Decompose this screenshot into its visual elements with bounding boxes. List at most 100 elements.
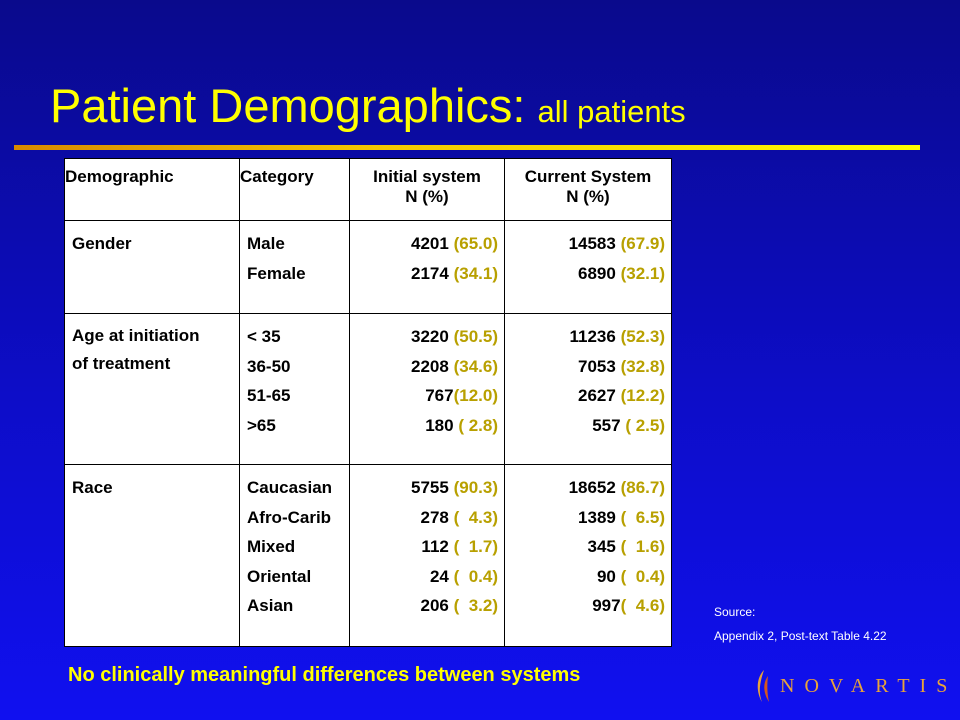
initial-value: 112 ( 1.7) <box>357 532 498 562</box>
current-value: 6890 (32.1) <box>512 259 665 289</box>
initial-system-cell: 4201 (65.0) 2174 (34.1) <box>349 220 505 314</box>
percent: ( 6.5) <box>620 507 665 527</box>
initial-value: 2208 (34.6) <box>357 352 498 382</box>
percent: ( 0.4) <box>620 566 665 586</box>
count: 2174 <box>411 263 449 283</box>
current-value: 90 ( 0.4) <box>512 562 665 592</box>
initial-value: 2174 (34.1) <box>357 259 498 289</box>
count: 11236 <box>569 327 616 346</box>
percent: ( 2.8) <box>458 415 498 435</box>
initial-value: 206 ( 3.2) <box>357 591 498 621</box>
current-value: 997( 4.6) <box>512 591 665 621</box>
slide-title-sub: all patients <box>537 94 686 129</box>
count: 7053 <box>578 356 616 376</box>
percent: ( 4.3) <box>453 507 498 527</box>
count: 6890 <box>578 263 616 283</box>
count: 90 <box>596 566 616 586</box>
count: 24 <box>429 566 449 586</box>
header-initial-line1: Initial system <box>373 167 481 186</box>
demographic-cell: Gender <box>64 220 240 314</box>
count: 1389 <box>578 507 616 527</box>
percent: ( 1.6) <box>620 537 665 556</box>
percent: (65.0) <box>453 234 498 253</box>
current-system-cell: 11236 (52.3) 7053 (32.8) 2627 (12.2) 557… <box>504 313 672 465</box>
category-label: < 35 <box>247 327 281 346</box>
count: 18652 <box>568 478 616 497</box>
count: 997 <box>592 596 621 615</box>
initial-value: 5755 (90.3) <box>357 473 498 503</box>
percent: (86.7) <box>620 478 665 497</box>
conclusion-text: No clinically meaningful differences bet… <box>68 664 581 686</box>
initial-value: 767(12.0) <box>357 381 498 411</box>
count: 4201 <box>411 234 449 253</box>
table-row: Age at initiation of treatment < 35 36-5… <box>64 313 672 465</box>
source-note: Source: Appendix 2, Post-text Table 4.22 <box>714 600 887 648</box>
percent: ( 2.5) <box>625 415 665 435</box>
count: 2627 <box>578 386 616 405</box>
initial-value: 180 ( 2.8) <box>357 411 498 441</box>
header-current-line2: N (%) <box>566 187 610 206</box>
demographics-table: Demographic Category Initial system N (%… <box>64 158 672 647</box>
current-value: 1389 ( 6.5) <box>512 503 665 533</box>
current-system-cell: 18652 (86.7) 1389 ( 6.5) 345 ( 1.6) 90 (… <box>504 464 672 647</box>
percent: (32.8) <box>620 356 665 376</box>
current-value: 7053 (32.8) <box>512 352 665 382</box>
current-value: 557 ( 2.5) <box>512 411 665 441</box>
novartis-logo: NOVARTIS <box>752 668 957 704</box>
source-text: Appendix 2, Post-text Table 4.22 <box>714 629 887 643</box>
novartis-wordmark: NOVARTIS <box>780 674 958 697</box>
category-cell: Caucasian Afro-Carib Mixed Oriental Asia… <box>239 464 350 647</box>
demographic-label-continued: of treatment <box>72 354 171 373</box>
table-row: Gender Male Female 4201 (65.0) 2174 (34.… <box>64 220 672 314</box>
category-label: 51-65 <box>247 386 291 405</box>
header-current-line1: Current System <box>524 167 652 186</box>
count: 180 <box>425 415 454 435</box>
demographic-label: Race <box>72 478 113 497</box>
table-row: Race Caucasian Afro-Carib Mixed Oriental… <box>64 464 672 647</box>
percent: (12.2) <box>620 386 665 405</box>
category-label: Mixed <box>247 537 296 556</box>
slide-title-main: Patient Demographics: <box>50 79 526 132</box>
count: 2208 <box>411 356 449 376</box>
category-label: >65 <box>247 415 276 435</box>
count: 14583 <box>568 234 616 253</box>
category-label: Caucasian <box>247 478 333 497</box>
percent: ( 0.4) <box>453 566 498 586</box>
slide-title: Patient Demographics: all patients <box>50 78 686 133</box>
category-label: Oriental <box>247 566 312 586</box>
current-value: 18652 (86.7) <box>512 473 665 503</box>
count: 767 <box>425 386 454 405</box>
current-value: 14583 (67.9) <box>512 229 665 259</box>
source-label: Source: <box>714 605 756 619</box>
percent: (52.3) <box>620 327 665 346</box>
percent: (50.5) <box>453 327 498 346</box>
count: 5755 <box>411 478 449 497</box>
current-system-cell: 14583 (67.9) 6890 (32.1) <box>504 220 672 314</box>
initial-value: 24 ( 0.4) <box>357 562 498 592</box>
header-current-system: Current System N (%) <box>504 158 672 221</box>
demographic-label: Age at initiation <box>72 326 200 345</box>
demographic-cell: Age at initiation of treatment <box>64 313 240 465</box>
count: 112 <box>421 537 449 556</box>
category-cell: Male Female <box>239 220 350 314</box>
percent: ( 4.6) <box>620 596 665 615</box>
initial-value: 3220 (50.5) <box>357 322 498 352</box>
header-demographic: Demographic <box>64 158 240 221</box>
count: 3220 <box>411 327 449 346</box>
initial-value: 278 ( 4.3) <box>357 503 498 533</box>
demographic-cell: Race <box>64 464 240 647</box>
current-value: 11236 (52.3) <box>512 322 666 352</box>
category-cell: < 35 36-50 51-65 >65 <box>239 313 350 465</box>
percent: (12.0) <box>453 386 498 405</box>
header-initial-system: Initial system N (%) <box>349 158 505 221</box>
category-label: Afro-Carib <box>247 507 332 527</box>
current-value: 345 ( 1.6) <box>512 532 665 562</box>
initial-system-cell: 3220 (50.5) 2208 (34.6) 767(12.0) 180 ( … <box>349 313 505 465</box>
novartis-flame-icon <box>757 670 769 702</box>
header-category: Category <box>239 158 350 221</box>
percent: (34.6) <box>453 356 498 376</box>
count: 206 <box>420 596 449 615</box>
demographic-label: Gender <box>72 234 132 253</box>
header-initial-line2: N (%) <box>405 187 449 206</box>
table-header-row: Demographic Category Initial system N (%… <box>64 158 672 221</box>
